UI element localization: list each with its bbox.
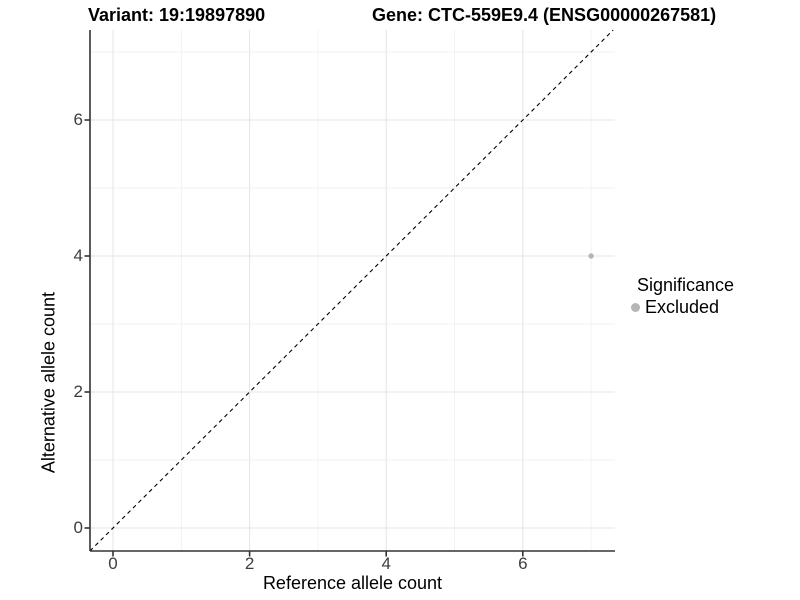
legend-item-excluded: Excluded: [627, 298, 797, 316]
plot-title-variant: Variant: 19:19897890: [88, 5, 266, 25]
x-tick-label: 2: [244, 554, 255, 573]
legend: Significance Excluded: [627, 275, 797, 316]
y-tick-label: 4: [73, 246, 83, 265]
x-axis-title: Reference allele count: [262, 573, 443, 593]
x-tick-label: 0: [108, 554, 118, 573]
y-tick-label: 2: [73, 382, 83, 401]
y-tick-label: 0: [73, 518, 83, 537]
x-tick-label: 4: [381, 554, 391, 573]
x-tick-label: 6: [518, 554, 528, 573]
plot-title-gene: Gene: CTC-559E9.4 (ENSG00000267581): [372, 5, 717, 25]
legend-key-dot-icon: [631, 302, 640, 312]
y-tick-label: 6: [73, 110, 83, 129]
identity-dashed-line: [89, 29, 614, 552]
data-point: [588, 253, 594, 259]
legend-title: Significance: [637, 275, 735, 295]
legend-item-label: Excluded: [645, 297, 720, 317]
